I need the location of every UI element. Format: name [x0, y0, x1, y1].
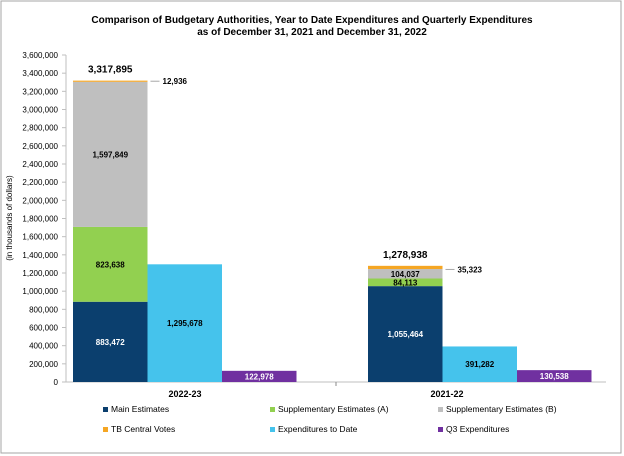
bar-tb-central-votes-2022-23 [73, 80, 148, 82]
data-label: 35,323 [458, 265, 483, 274]
y-tick-label: 400,000 [29, 342, 58, 351]
legend-swatch [103, 407, 108, 412]
y-axis-label: (in thousands of dollars) [5, 175, 14, 261]
legend-item: Q3 Expenditures [438, 424, 509, 434]
bar-supplementary-estimates-a--2021-22 [368, 278, 443, 287]
bar-supplementary-estimates-b--2021-22 [368, 269, 443, 279]
legend-swatch [270, 427, 275, 432]
legend-label: Expenditures to Date [278, 424, 358, 434]
legend-swatch [438, 427, 443, 432]
legend-item: TB Central Votes [103, 424, 175, 434]
legend-item: Supplementary Estimates (A) [270, 404, 389, 414]
y-tick-label: 0 [54, 378, 59, 387]
y-tick-label: 3,600,000 [22, 51, 58, 60]
data-label: 84,113 [393, 278, 418, 287]
legend-swatch [438, 407, 443, 412]
legend-item: Main Estimates [103, 404, 169, 414]
x-category-label: 2022-23 [168, 389, 201, 399]
data-label: 883,472 [96, 338, 125, 347]
legend-label: Supplementary Estimates (A) [278, 404, 389, 414]
data-label: 1,597,849 [92, 150, 128, 159]
y-tick-label: 2,400,000 [22, 160, 58, 169]
legend-swatch [103, 427, 108, 432]
y-tick-label: 3,200,000 [22, 87, 58, 96]
bar-expenditures-to-date-2022-23 [147, 264, 222, 382]
bar-tb-central-votes-2021-22 [368, 265, 443, 270]
data-label: 823,638 [96, 260, 125, 269]
legend-label: Main Estimates [111, 404, 169, 414]
data-label: 104,037 [391, 270, 420, 279]
legend-label: Supplementary Estimates (B) [446, 404, 557, 414]
y-tick-label: 1,800,000 [22, 215, 58, 224]
data-label: 122,978 [245, 372, 274, 381]
y-tick-label: 1,200,000 [22, 269, 58, 278]
y-tick-label: 600,000 [29, 324, 58, 333]
y-tick-label: 2,200,000 [22, 178, 58, 187]
y-tick-label: 1,000,000 [22, 287, 58, 296]
bar-main-estimates-2021-22 [368, 286, 443, 382]
y-tick-label: 3,000,000 [22, 106, 58, 115]
legend-item: Expenditures to Date [270, 424, 358, 434]
chart-title: Comparison of Budgetary Authorities, Yea… [91, 15, 533, 26]
bar-main-estimates-2022-23 [73, 301, 148, 382]
total-label: 1,278,938 [383, 250, 428, 261]
bar-q3-expenditures-2022-23 [222, 370, 297, 382]
data-label: 12,936 [163, 77, 188, 86]
y-tick-label: 200,000 [29, 360, 58, 369]
data-label: 1,295,678 [167, 319, 203, 328]
legend-item: Supplementary Estimates (B) [438, 404, 557, 414]
y-tick-label: 800,000 [29, 305, 58, 314]
data-label: 1,055,464 [387, 330, 423, 339]
y-tick-label: 1,600,000 [22, 233, 58, 242]
bar-supplementary-estimates-a--2022-23 [73, 226, 148, 302]
y-tick-label: 2,800,000 [22, 124, 58, 133]
y-tick-label: 2,600,000 [22, 142, 58, 151]
data-label: 130,538 [540, 372, 569, 381]
legend-label: Q3 Expenditures [446, 424, 509, 434]
bar-expenditures-to-date-2021-22 [442, 346, 517, 382]
legend-label: TB Central Votes [111, 424, 175, 434]
bar-q3-expenditures-2021-22 [517, 370, 592, 382]
total-label: 3,317,895 [88, 65, 133, 76]
data-label: 391,282 [465, 360, 494, 369]
legend-swatch [270, 407, 275, 412]
x-category-label: 2021-22 [430, 389, 463, 399]
y-tick-label: 1,400,000 [22, 251, 58, 260]
chart-subtitle: as of December 31, 2021 and December 31,… [197, 27, 427, 38]
y-tick-label: 2,000,000 [22, 196, 58, 205]
y-tick-label: 3,400,000 [22, 69, 58, 78]
bar-supplementary-estimates-b--2022-23 [73, 81, 148, 227]
